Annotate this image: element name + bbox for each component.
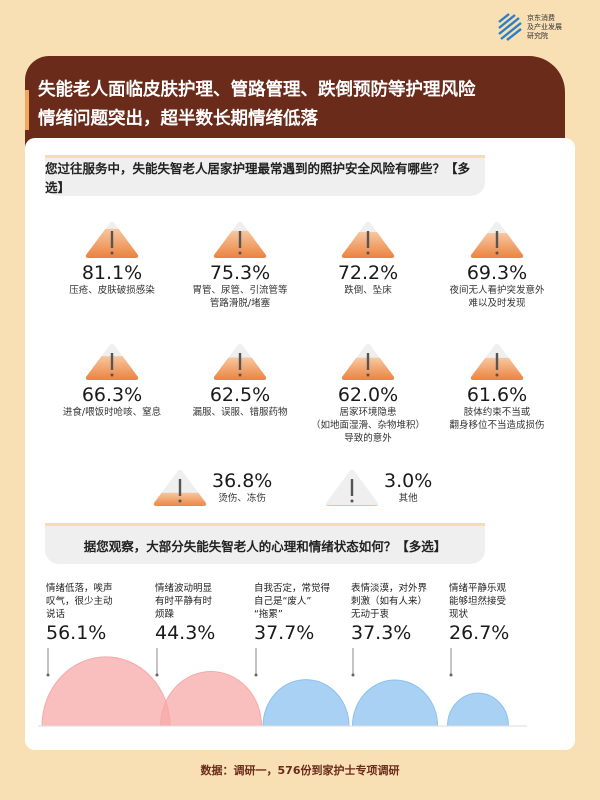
risk-label: 肢体约束不当或 翻身移位不当造成损伤 xyxy=(449,407,545,431)
risk-label: 其他 xyxy=(398,493,418,504)
logo-stripes-icon xyxy=(498,13,522,41)
risk-item: 69.3% 夜间无人看护突发意外 难以及时发现 xyxy=(432,262,562,310)
risk-label: 夜间无人看护突发意外 难以及时发现 xyxy=(449,285,545,309)
warning-triangle-icon xyxy=(85,344,139,380)
emotion-label: 情绪平静乐观 能够坦然接受 现状 xyxy=(449,583,507,620)
risk-item: 3.0% 其他 xyxy=(384,470,432,505)
emotion-value: 44.3% xyxy=(155,622,216,644)
logo: 京东消费 及产业发展 研究院 xyxy=(497,12,571,42)
emotion-label: 表情淡漠，对外界 刺激（如有人来） 无动于衷 xyxy=(351,583,428,620)
emotion-bubble xyxy=(351,679,439,727)
question-1: 您过往服务中，失能失智老人居家护理最常遇到的照护安全风险有哪些？【多选】 xyxy=(45,158,485,196)
risk-value: 62.5% xyxy=(209,384,271,406)
risk-value: 75.3% xyxy=(209,262,271,284)
emotion-value: 37.3% xyxy=(351,622,412,644)
risk-label: 压疮、皮肤破损感染 xyxy=(69,285,155,296)
page-title: 失能老人面临皮肤护理、管路管理、跌倒预防等护理风险 情绪问题突出，超半数长期情绪低… xyxy=(38,80,476,129)
data-source: 数据：调研一，576份到家护士专项调研 xyxy=(200,764,400,777)
risk-level-fill xyxy=(153,492,207,506)
emotion-value: 37.7% xyxy=(254,622,315,644)
warning-triangle-icon xyxy=(153,470,207,506)
warning-triangle-icon xyxy=(213,222,267,258)
emotion-bubble xyxy=(41,656,171,727)
risk-item: 66.3% 进食/喂饭时呛咳、窒息 xyxy=(47,384,177,419)
warning-triangle-icon xyxy=(85,222,139,258)
risk-label: 跌倒、坠床 xyxy=(344,285,392,296)
risk-item: 62.0% 居家环境隐患 （如地面湿滑、杂物堆积） 导致的意外 xyxy=(303,384,433,445)
emotion-label: 情绪波动明显 有时平静有时 烦躁 xyxy=(155,583,213,620)
warning-triangle-icon xyxy=(325,470,379,506)
warning-triangle-icon xyxy=(470,222,524,258)
risk-value: 36.8% xyxy=(212,470,273,492)
risk-value: 81.1% xyxy=(81,262,143,284)
risk-item: 62.5% 漏服、误服、错服药物 xyxy=(175,384,305,419)
warning-triangle-icon xyxy=(341,222,395,258)
risk-value: 61.6% xyxy=(466,384,528,406)
risk-value: 3.0% xyxy=(384,470,433,492)
warning-triangle-icon xyxy=(341,344,395,380)
risk-value: 72.2% xyxy=(337,262,399,284)
risk-item: 75.3% 胃管、尿管、引流管等 管路滑脱/堵塞 xyxy=(175,262,305,310)
risk-label: 居家环境隐患 （如地面湿滑、杂物堆积） 导致的意外 xyxy=(310,407,425,444)
risk-level-fill xyxy=(325,504,379,506)
emotion-bubble xyxy=(159,671,263,727)
risk-item: 36.8% 烫伤、冻伤 xyxy=(212,470,272,505)
emotion-bubble xyxy=(447,692,509,727)
risk-value: 66.3% xyxy=(81,384,143,406)
risk-label: 漏服、误服、错服药物 xyxy=(192,407,288,418)
warning-triangle-icon xyxy=(470,344,524,380)
emotion-label: 情绪低落，唉声 叹气，很少主动 说话 xyxy=(46,583,113,620)
risk-item: 81.1% 压疮、皮肤破损感染 xyxy=(47,262,177,297)
emotion-label: 自我否定，常觉得 自己是“废人” “拖累” xyxy=(254,583,331,620)
warning-triangle-icon xyxy=(213,344,267,380)
question-2: 据您观察，大部分失能失智老人的心理和情绪状态如何？【多选】 xyxy=(45,526,485,564)
risk-item: 72.2% 跌倒、坠床 xyxy=(303,262,433,297)
risk-value: 62.0% xyxy=(337,384,399,406)
risk-label: 胃管、尿管、引流管等 管路滑脱/堵塞 xyxy=(192,285,288,309)
risk-label: 烫伤、冻伤 xyxy=(218,493,266,504)
emotion-value: 26.7% xyxy=(449,622,510,644)
risk-item: 61.6% 肢体约束不当或 翻身移位不当造成损伤 xyxy=(432,384,562,432)
emotion-value: 56.1% xyxy=(46,622,107,644)
risk-value: 69.3% xyxy=(466,262,528,284)
risk-label: 进食/喂饭时呛咳、窒息 xyxy=(62,407,162,418)
emotion-bubble xyxy=(262,679,350,727)
